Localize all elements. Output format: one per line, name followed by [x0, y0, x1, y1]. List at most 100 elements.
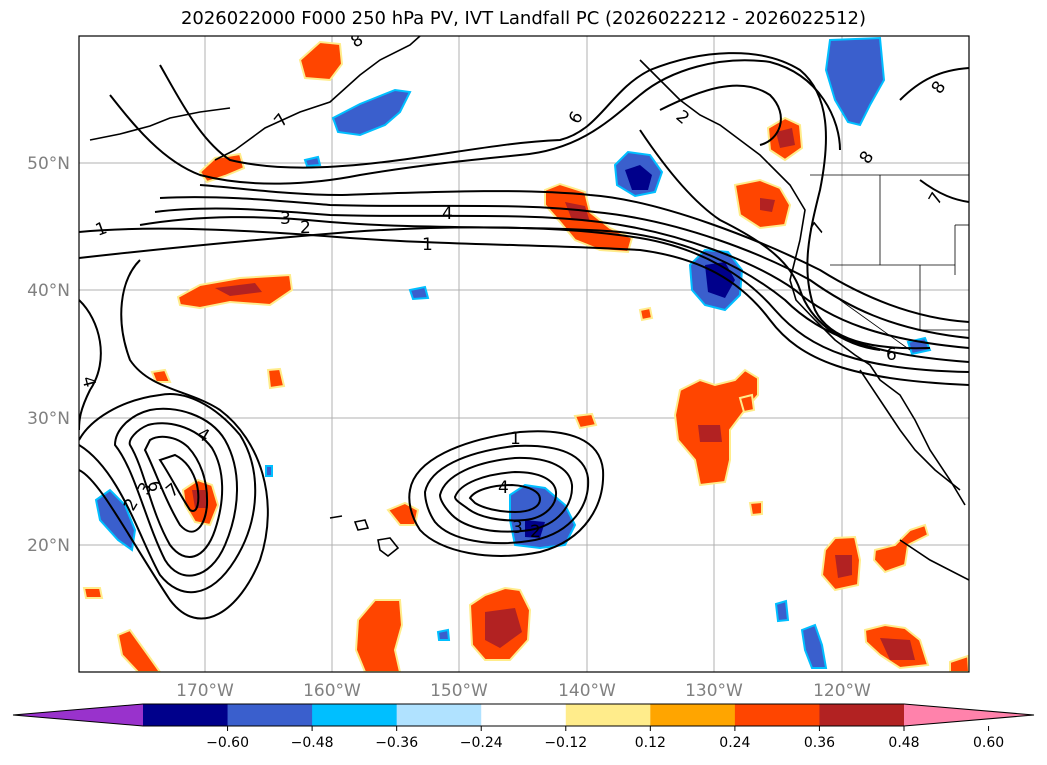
contour-line [79, 299, 102, 431]
contour-line [159, 196, 969, 339]
contour-label: 2 [530, 522, 541, 542]
coastline-mexico [899, 539, 969, 581]
colorbar-extend-low [13, 704, 143, 726]
pv-blob [150, 368, 172, 383]
contour-line [143, 435, 209, 533]
contour-label: 1 [422, 235, 433, 255]
contour-label: 2 [300, 218, 311, 238]
pv-blob [800, 623, 828, 669]
colorbar-tick-label: 0.24 [719, 735, 750, 751]
hawaii [329, 515, 400, 558]
colorbar-segment [565, 704, 651, 726]
coastline-alaska [214, 36, 421, 161]
pv-blob [116, 628, 162, 672]
colorbar-tick-label: −0.60 [206, 735, 249, 751]
contour-line [453, 470, 558, 522]
contour-line [113, 407, 238, 577]
contour-label: 4 [77, 374, 99, 390]
pv-blob [880, 638, 915, 660]
contour-line [79, 393, 257, 594]
contour-line [159, 52, 931, 350]
colorbar-segment [227, 704, 313, 726]
colorbar-segment [396, 704, 482, 726]
lon-tick-label: 140°W [558, 681, 616, 701]
colorbar-tick-label: 0.48 [888, 735, 919, 751]
contour-line [408, 430, 605, 557]
pv-blob [485, 608, 522, 648]
pv-blob [748, 500, 763, 517]
coastline-alaska-panhandle [639, 59, 806, 241]
lat-ticks: 50°N 40°N 30°N 20°N [27, 154, 70, 556]
contour-line [659, 84, 782, 146]
colorbar-extend-high [904, 704, 1034, 726]
map-frame [78, 35, 970, 673]
contour-line [79, 259, 269, 620]
contour-label: 1 [510, 429, 521, 449]
pv-blob [436, 628, 451, 641]
contour-line [438, 456, 574, 533]
lat-tick-label: 30°N [27, 409, 70, 429]
contour-line [158, 453, 200, 512]
coastline-baja [859, 369, 961, 491]
lon-tick-label: 120°W [813, 681, 871, 701]
contour-line [109, 59, 841, 185]
colorbar-tick-label: 0.36 [804, 735, 835, 751]
pv-blob [82, 587, 104, 599]
pv-blob [192, 490, 208, 508]
contour-line [919, 179, 969, 203]
contour-line [639, 129, 881, 351]
contour-line [79, 226, 969, 373]
contour-line [79, 227, 969, 386]
contour-line [199, 184, 969, 323]
contour-line [139, 216, 969, 363]
contour-label: 4 [498, 478, 509, 498]
pv-negative-shading [94, 36, 932, 669]
colorbar-outline [12, 703, 1035, 727]
lat-tick-label: 50°N [27, 154, 70, 174]
pv-blob [573, 412, 598, 430]
contour-label: 6 [143, 479, 165, 493]
pv-positive-shading [82, 40, 969, 672]
pv-blob [298, 40, 344, 82]
pv-blob [698, 425, 722, 442]
lat-tick-label: 40°N [27, 281, 70, 301]
lon-tick-label: 160°W [303, 681, 361, 701]
pv-blob [774, 599, 790, 623]
lon-tick-label: 130°W [685, 681, 743, 701]
pv-blob [265, 465, 273, 477]
pv-blob [835, 555, 852, 578]
colorbar-segment [143, 704, 229, 726]
lon-ticks: 170°W 160°W 150°W 140°W 130°W 120°W [176, 681, 871, 701]
coastline-aleutians [89, 107, 231, 141]
contour-line [899, 67, 969, 101]
contour-label: 6 [886, 345, 897, 365]
colorbar-segment [734, 704, 820, 726]
lon-tick-label: 170°W [176, 681, 234, 701]
pv-blob [215, 283, 262, 296]
pv-blob [760, 198, 775, 212]
contour-line [468, 483, 542, 514]
colorbar: −0.60 −0.48 −0.36 −0.24 −0.12 0.12 0.24 0.36 0.4… [12, 703, 1035, 751]
pv-blob [738, 393, 756, 414]
pv-blob [776, 128, 795, 148]
contour-label: 3 [280, 209, 291, 229]
colorbar-segment [481, 704, 567, 726]
pv-blob [331, 88, 412, 137]
pv-blob [94, 488, 137, 552]
pv-blob [565, 202, 590, 222]
colorbar-tick-label: −0.48 [291, 735, 334, 751]
chart-title: 2026022000 F000 250 hPa PV, IVT Landfall… [180, 8, 867, 29]
lon-tick-label: 150°W [430, 681, 488, 701]
colorbar-tick-label: −0.36 [375, 735, 418, 751]
colorbar-segment [819, 704, 905, 726]
borders [810, 174, 969, 351]
colorbar-segment [312, 704, 398, 726]
pv-blob [824, 36, 886, 127]
pv-blob [625, 165, 652, 190]
contour-label: 3 [512, 518, 523, 538]
colorbar-tick-label: −0.12 [544, 735, 587, 751]
contour-label: 4 [442, 204, 453, 224]
pv-blob [949, 654, 969, 672]
contour-line [154, 207, 969, 349]
